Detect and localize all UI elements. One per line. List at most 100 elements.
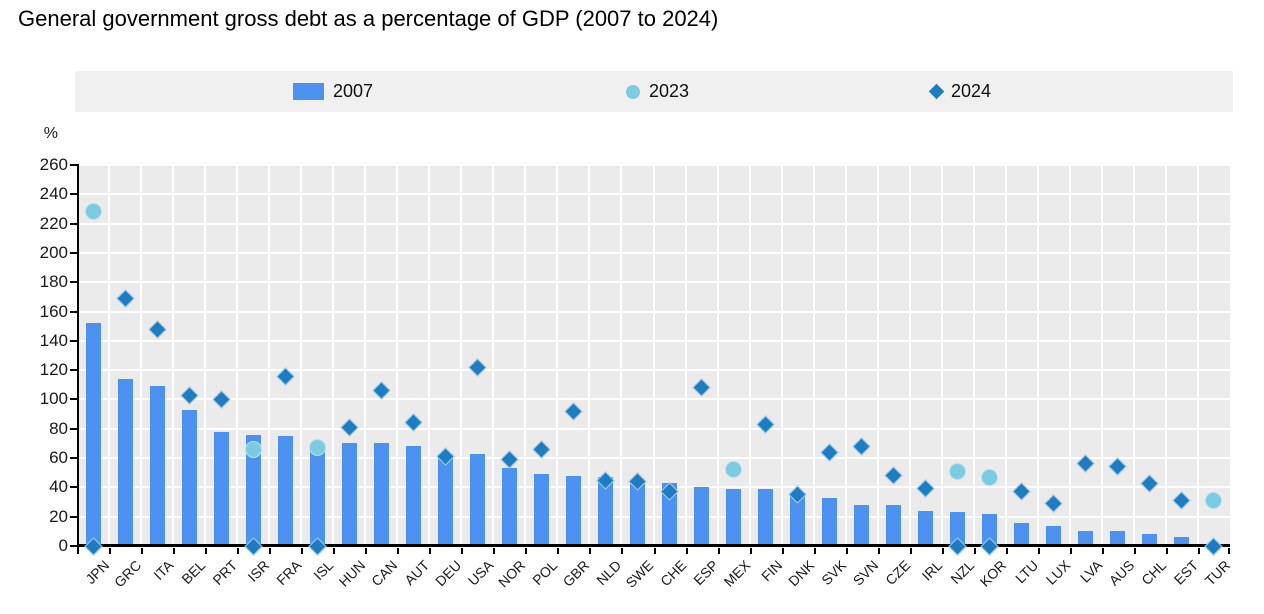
x-axis-tick [429,548,432,554]
marker-2024-ITA [147,319,167,339]
gridline-vertical [396,165,399,546]
gridline-vertical [812,165,815,546]
y-tick-label-220: 220 [39,213,68,233]
x-axis-tick [941,548,944,554]
marker-2024-CAN [372,381,391,400]
y-axis-tick [70,486,77,489]
y-axis-tick [70,545,77,547]
x-axis-tick [717,548,720,554]
y-tick-label-80: 80 [49,418,68,438]
gridline-vertical [1164,165,1167,546]
gridline-vertical [972,165,975,546]
x-axis-tick [301,548,304,554]
gridline-vertical [524,165,527,546]
y-tick-label-260: 260 [39,155,68,174]
marker-2024-HUN [340,418,359,437]
legend-label-2007: 2007 [333,81,374,101]
x-axis-tick [1101,548,1104,554]
x-axis-tick [621,548,624,554]
x-axis-tick [1005,548,1008,554]
x-axis-tick [237,548,240,554]
bar-FIN [758,488,774,546]
marker-2023-ISL [308,439,326,457]
gridline-vertical [940,165,943,546]
y-axis-tick [70,164,77,166]
bar-NLD [597,477,613,546]
x-axis-tick [845,548,848,554]
y-axis-tick [70,427,77,430]
marker-2024-CHL [1140,473,1160,493]
y-axis-tick [70,515,77,518]
x-axis-tick [973,548,976,554]
marker-2024-BEL [179,385,199,405]
gridline-vertical [908,165,911,546]
circle-swatch-icon [626,84,640,99]
y-axis-tick [70,369,77,372]
gridline-vertical [1068,165,1071,546]
gridline-vertical [556,165,559,546]
legend-item-2023[interactable]: 2023 [626,71,689,112]
y-axis-tick [70,222,77,225]
marker-2024-ESP [692,378,711,397]
x-axis-tick [1228,548,1230,554]
x-axis-tick [205,548,208,554]
x-axis-tick [109,548,112,554]
y-tick-label-40: 40 [49,477,68,497]
x-axis-tick [269,548,272,554]
bar-ITA [149,386,165,546]
legend-item-2024[interactable]: 2024 [928,71,991,112]
x-axis-tick [461,548,464,554]
y-axis-tick [70,310,77,313]
y-axis-unit-label: % [43,125,58,142]
bar-LTU [1014,522,1030,546]
gridline-vertical [844,165,847,546]
bar-LVA [1078,531,1094,546]
bar-PRT [213,431,229,546]
marker-2023-NZL [949,462,967,480]
x-axis-tick [525,548,528,554]
bar-EST [1174,537,1190,546]
plot-area: 0 20 40 60 80 100 120 140 160 180 200 220 240 260 JPN G… [40,155,1234,591]
marker-2024-FIN [756,415,775,434]
x-axis-tick [557,548,560,554]
legend-item-2007[interactable]: 2007 [293,71,373,112]
gridline-vertical [460,165,463,546]
bar-AUS [1110,531,1126,546]
y-tick-label-160: 160 [39,301,68,321]
bar-KOR [982,513,998,546]
gridline-vertical [652,165,655,546]
gridline-vertical [140,165,143,546]
y-axis-tick [70,339,77,342]
x-axis-tick [1069,548,1072,554]
gridline-vertical [492,165,495,546]
x-axis-tick [173,548,176,554]
marker-2023-TUR [1205,492,1223,510]
bar-swatch-icon [293,83,324,100]
x-axis-tick [493,548,496,554]
bar-MEX [726,488,742,546]
diamond-swatch-icon [928,83,945,100]
bar-BEL [181,409,197,546]
marker-2024-SVN [852,437,871,456]
marker-2024-NOR [500,450,519,469]
bar-IRL [918,510,934,546]
y-tick-label-180: 180 [39,272,68,292]
x-axis-tick [333,548,336,554]
marker-2023-ISR [244,440,262,458]
gridline-vertical [268,165,271,546]
y-tick-label-240: 240 [39,184,68,204]
bar-POL [533,474,549,546]
bar-DEU [437,453,453,546]
y-tick-label-120: 120 [39,360,68,380]
y-tick-label-140: 140 [39,330,68,350]
y-tick-label-100: 100 [39,389,68,409]
bar-SWE [629,480,645,546]
bar-HUN [341,443,357,546]
y-axis-tick [70,457,77,460]
gridline-vertical [332,165,335,546]
y-axis-tick [70,193,77,196]
gridline-vertical [716,165,719,546]
bar-LUX [1046,525,1062,546]
marker-2024-USA [468,358,487,377]
x-axis-tick [77,548,79,554]
